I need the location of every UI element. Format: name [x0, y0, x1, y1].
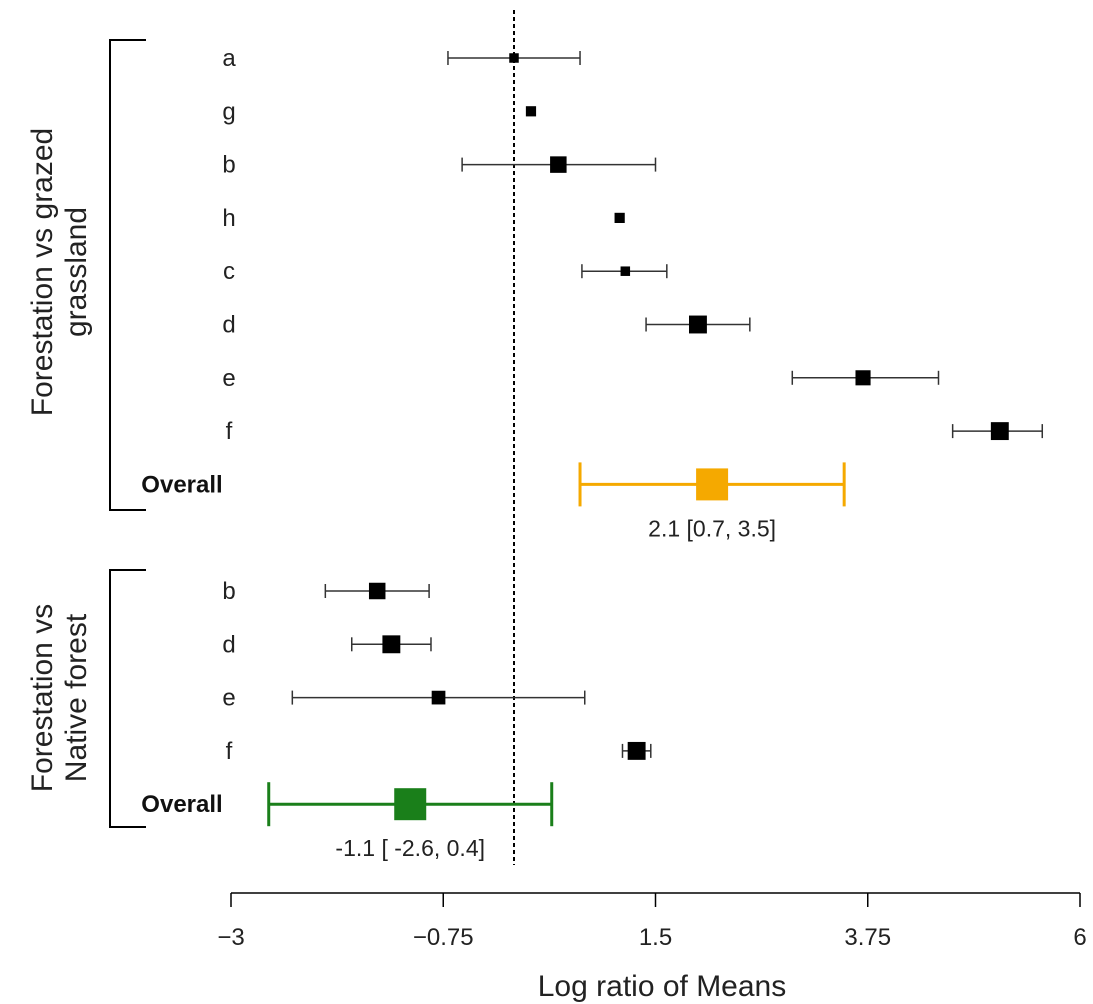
- study-row: e: [222, 365, 940, 392]
- x-tick-label: −0.75: [413, 924, 474, 951]
- point-estimate: [627, 741, 646, 760]
- point-estimate: [689, 315, 707, 334]
- point-estimate: [855, 370, 871, 386]
- group-label: Forestation vs grazedgrassland: [26, 128, 93, 416]
- study-label: e: [222, 685, 235, 712]
- study-label: b: [222, 152, 235, 179]
- study-label: d: [222, 631, 235, 658]
- overall-label: Overall: [141, 471, 222, 498]
- study-row: e: [222, 685, 586, 712]
- study-label: a: [222, 45, 236, 72]
- study-row: f: [226, 738, 652, 765]
- study-label: h: [222, 205, 235, 232]
- study-row: d: [222, 631, 432, 658]
- point-estimate: [509, 53, 519, 63]
- overall-row: Overall 2.1 [0.7, 3.5]: [141, 462, 846, 541]
- group-bracket: [109, 569, 146, 828]
- point-estimate: [525, 106, 537, 117]
- study-label: d: [222, 312, 235, 339]
- study-row: a: [222, 45, 581, 72]
- overall-estimate: [696, 468, 729, 501]
- group-label-line: Forestation vs grazed: [26, 128, 59, 416]
- point-estimate: [550, 156, 567, 173]
- overall-row: Overall -1.1 [ -2.6, 0.4]: [141, 782, 554, 861]
- group-label-line: grassland: [60, 207, 93, 337]
- point-estimate: [990, 422, 1009, 441]
- study-label: b: [222, 578, 235, 605]
- group-label-line: Native forest: [60, 613, 93, 782]
- group-label: Forestation vsNative forest: [26, 604, 93, 792]
- x-tick-label: 1.5: [639, 924, 672, 951]
- study-row: h: [222, 205, 625, 232]
- study-row: f: [226, 418, 1044, 445]
- study-label: g: [222, 98, 235, 125]
- study-label: f: [226, 738, 233, 765]
- group-bracket: [109, 39, 146, 511]
- study-label: e: [222, 365, 235, 392]
- study-label: c: [223, 258, 235, 285]
- study-row: b: [222, 578, 430, 605]
- point-estimate: [382, 635, 401, 654]
- point-estimate: [431, 690, 446, 705]
- group-label-line: Forestation vs: [26, 604, 59, 792]
- point-estimate: [620, 266, 631, 276]
- study-row: d: [222, 312, 751, 339]
- overall-estimate-text: 2.1 [0.7, 3.5]: [648, 515, 776, 541]
- study-row: c: [223, 258, 668, 285]
- x-tick-label: −3: [217, 924, 244, 951]
- study-row: g: [222, 98, 537, 125]
- overall-estimate: [394, 788, 427, 821]
- x-axis: −3 −0.75 1.5 3.75 6: [217, 892, 1087, 951]
- point-estimate: [614, 212, 625, 223]
- point-estimate: [368, 582, 386, 600]
- groups-layer: Forestation vs grazedgrasslandagbhcdefOv…: [26, 39, 1044, 861]
- overall-label: Overall: [141, 791, 222, 818]
- group-1: Forestation vs grazedgrasslandagbhcdefOv…: [26, 39, 1044, 541]
- x-tick-label: 6: [1073, 924, 1086, 951]
- study-row: b: [222, 152, 657, 179]
- overall-estimate-text: -1.1 [ -2.6, 0.4]: [335, 835, 485, 861]
- x-tick-label: 3.75: [844, 924, 891, 951]
- study-label: f: [226, 418, 233, 445]
- x-axis-label: Log ratio of Means: [538, 970, 786, 1003]
